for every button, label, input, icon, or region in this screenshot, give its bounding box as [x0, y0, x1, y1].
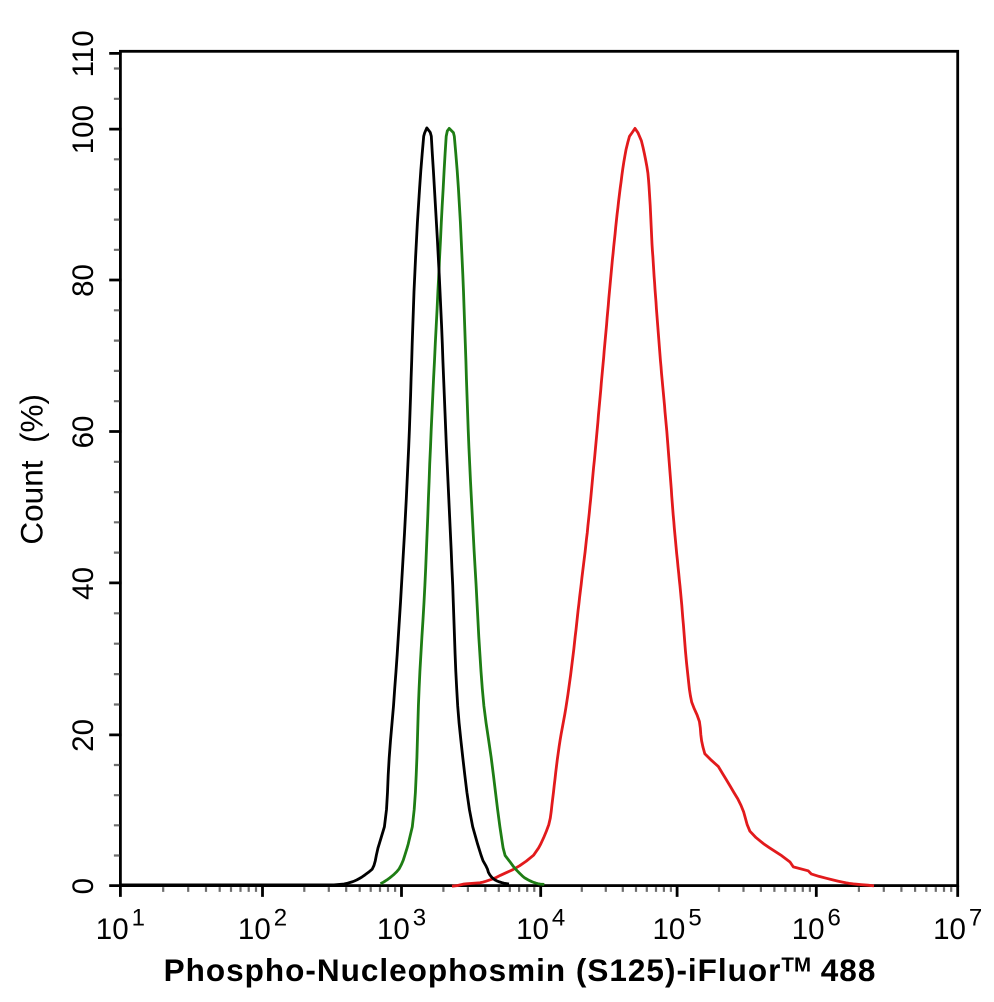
- svg-text:104: 10 4: [516, 905, 565, 946]
- svg-text:0: 0: [67, 878, 100, 894]
- svg-text:Phospho-Nucleophosmin (S125)-i: Phospho-Nucleophosmin (S125)-iFluorTM 48…: [164, 952, 877, 988]
- svg-text:110: 110: [67, 30, 100, 77]
- svg-text:80: 80: [67, 264, 100, 297]
- svg-text:102: 10 2: [238, 905, 287, 946]
- svg-text:20: 20: [67, 719, 100, 752]
- svg-text:Count (%): Count (%): [14, 394, 50, 545]
- svg-text:107: 10 7: [933, 905, 982, 946]
- svg-text:60: 60: [67, 416, 100, 449]
- svg-text:40: 40: [67, 567, 100, 600]
- svg-text:101: 10 1: [96, 905, 145, 946]
- svg-text:103: 10 3: [377, 905, 426, 946]
- svg-text:106: 10 6: [792, 905, 841, 946]
- svg-text:100: 100: [67, 105, 100, 154]
- svg-text:105: 10 5: [653, 905, 702, 946]
